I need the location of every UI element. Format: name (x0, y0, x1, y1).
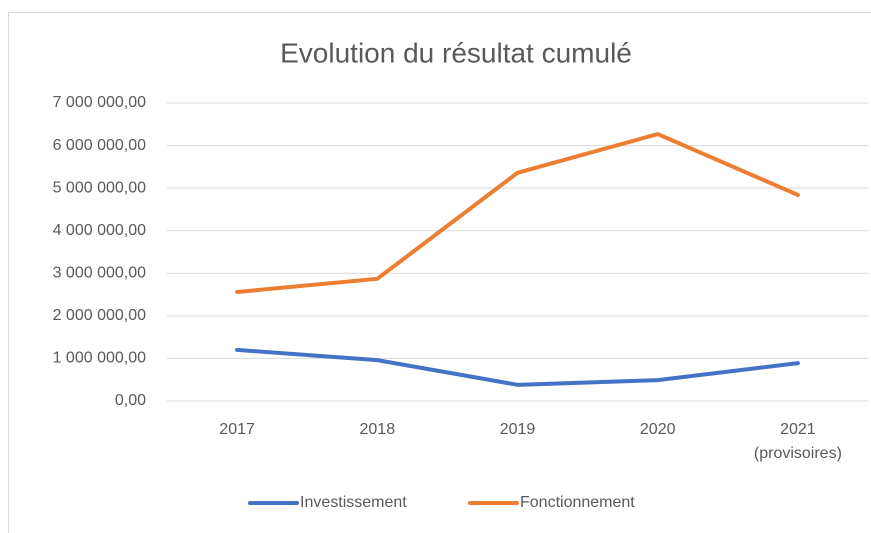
x-tick-label: 2018 (360, 421, 396, 438)
series-line (235, 347, 800, 387)
chart-border (8, 12, 871, 533)
x-tick-label: 2019 (500, 421, 536, 438)
series-line (235, 132, 800, 295)
x-tick-label: 2017 (219, 421, 255, 438)
y-tick-label: 4 000 000,00 (53, 222, 147, 239)
chart-title: Evolution du résultat cumulé (280, 37, 632, 68)
y-tick-label: 0,00 (115, 392, 146, 409)
y-tick-label: 6 000 000,00 (53, 137, 147, 154)
y-tick-label: 1 000 000,00 (53, 350, 147, 367)
legend-label: Investissement (300, 494, 407, 511)
y-tick-label: 5 000 000,00 (53, 179, 147, 196)
x-tick-label: 2020 (640, 421, 676, 438)
y-tick-label: 7 000 000,00 (53, 94, 147, 111)
y-tick-label: 3 000 000,00 (53, 265, 147, 282)
legend-label: Fonctionnement (520, 494, 635, 511)
x-tick-label: 2021 (provisoires) (754, 421, 842, 462)
y-tick-label: 2 000 000,00 (53, 307, 147, 324)
